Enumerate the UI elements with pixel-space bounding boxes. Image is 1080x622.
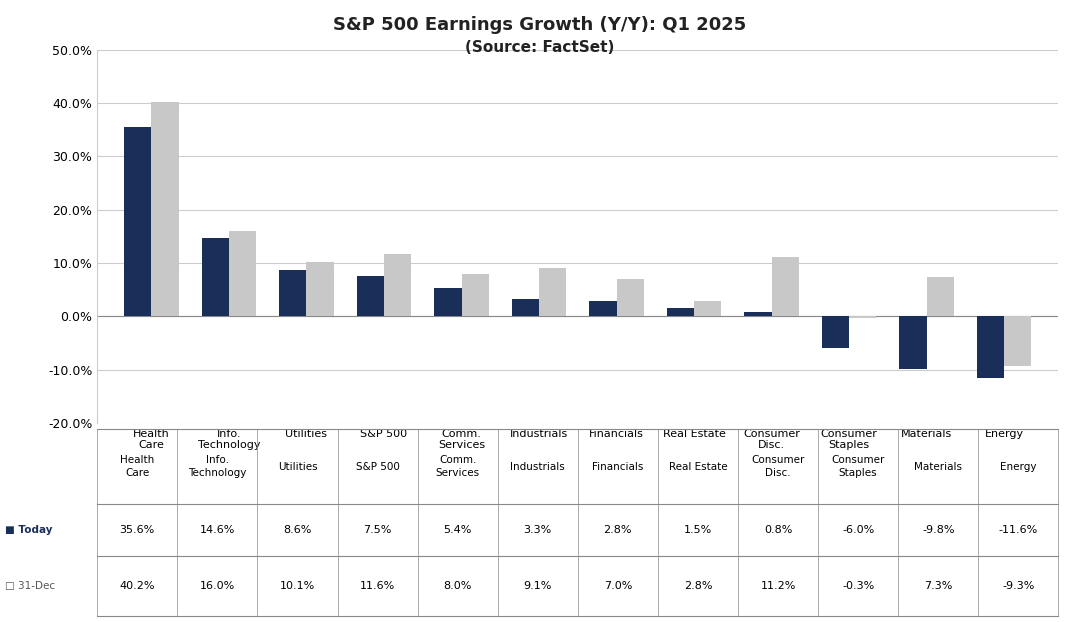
Bar — [124, 126, 151, 317]
Text: 2.8%: 2.8% — [604, 525, 632, 535]
Text: Health
Care: Health Care — [120, 455, 154, 478]
Text: 2.8%: 2.8% — [684, 581, 712, 591]
Text: Comm.
Services: Comm. Services — [435, 455, 480, 478]
Bar — [849, 317, 876, 318]
Text: Real Estate: Real Estate — [669, 462, 727, 471]
Text: 7.5%: 7.5% — [363, 525, 392, 535]
Bar — [694, 302, 721, 317]
Bar — [927, 277, 954, 317]
Bar — [151, 102, 178, 317]
Text: -11.6%: -11.6% — [999, 525, 1038, 535]
Text: □ 31-Dec: □ 31-Dec — [5, 581, 55, 591]
Bar — [667, 309, 694, 317]
Text: -0.3%: -0.3% — [842, 581, 875, 591]
Bar — [356, 276, 384, 317]
Bar — [771, 257, 799, 317]
Bar — [539, 268, 566, 317]
Text: S&P 500 Earnings Growth (Y/Y): Q1 2025: S&P 500 Earnings Growth (Y/Y): Q1 2025 — [334, 16, 746, 34]
Text: Consumer
Staples: Consumer Staples — [832, 455, 885, 478]
Text: S&P 500: S&P 500 — [355, 462, 400, 471]
Bar — [461, 274, 488, 317]
Text: -6.0%: -6.0% — [842, 525, 875, 535]
Text: 10.1%: 10.1% — [280, 581, 315, 591]
Text: Industrials: Industrials — [511, 462, 565, 471]
Text: Utilities: Utilities — [278, 462, 318, 471]
Bar — [229, 231, 256, 317]
Text: -9.3%: -9.3% — [1002, 581, 1035, 591]
Bar — [1004, 317, 1031, 366]
Text: Materials: Materials — [915, 462, 962, 471]
Text: 9.1%: 9.1% — [524, 581, 552, 591]
Text: 35.6%: 35.6% — [120, 525, 154, 535]
Text: ■ Today: ■ Today — [5, 525, 53, 535]
Bar — [202, 238, 229, 317]
Bar — [900, 317, 927, 369]
Text: 16.0%: 16.0% — [200, 581, 235, 591]
Bar — [590, 302, 617, 317]
Text: -9.8%: -9.8% — [922, 525, 955, 535]
Text: 7.3%: 7.3% — [924, 581, 953, 591]
Bar — [617, 279, 644, 317]
Text: 11.6%: 11.6% — [360, 581, 395, 591]
Text: Consumer
Disc.: Consumer Disc. — [752, 455, 805, 478]
Text: 3.3%: 3.3% — [524, 525, 552, 535]
Bar — [512, 299, 539, 317]
Text: Energy: Energy — [1000, 462, 1037, 471]
Text: 0.8%: 0.8% — [764, 525, 793, 535]
Text: (Source: FactSet): (Source: FactSet) — [465, 40, 615, 55]
Bar — [822, 317, 849, 348]
Text: 8.6%: 8.6% — [283, 525, 312, 535]
Text: 7.0%: 7.0% — [604, 581, 632, 591]
Text: Info.
Technology: Info. Technology — [188, 455, 246, 478]
Text: 14.6%: 14.6% — [200, 525, 235, 535]
Text: 5.4%: 5.4% — [444, 525, 472, 535]
Bar — [434, 287, 461, 317]
Text: 8.0%: 8.0% — [444, 581, 472, 591]
Bar — [280, 271, 307, 317]
Bar — [307, 262, 334, 317]
Text: Financials: Financials — [592, 462, 644, 471]
Bar — [744, 312, 771, 317]
Text: 40.2%: 40.2% — [120, 581, 156, 591]
Text: 1.5%: 1.5% — [684, 525, 712, 535]
Bar — [384, 254, 411, 317]
Bar — [977, 317, 1004, 378]
Text: 11.2%: 11.2% — [760, 581, 796, 591]
